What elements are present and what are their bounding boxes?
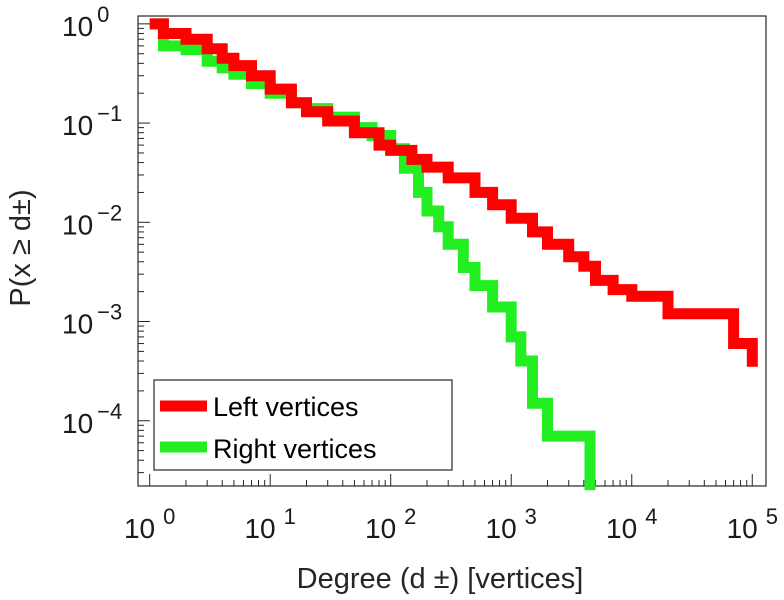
x-tick-label: 10 0 xyxy=(124,504,175,544)
y-tick-label: 10 0 xyxy=(62,2,109,42)
series-lines xyxy=(149,18,758,491)
x-axis-title: Degree (d ±) [vertices] xyxy=(297,563,584,595)
x-tick-label: 10 2 xyxy=(365,504,416,544)
y-tick-label: 10 −3 xyxy=(62,300,122,340)
x-tick-label: 10 4 xyxy=(606,504,657,544)
series-left-vertices-line xyxy=(149,18,758,367)
y-tick-label: 10 −1 xyxy=(62,101,122,141)
x-tick-label: 10 5 xyxy=(727,504,778,544)
x-tick-labels: 10 0 10 1 10 2 10 3 10 4 10 5 xyxy=(124,504,778,544)
y-tick-label: 10 −2 xyxy=(62,200,122,240)
minor-ticks xyxy=(138,23,753,486)
plot-area xyxy=(137,15,767,491)
y-tick-label: 10 −4 xyxy=(62,399,122,439)
legend-box xyxy=(153,379,453,471)
x-tick-label: 10 1 xyxy=(244,504,295,544)
legend-label-left: Left vertices xyxy=(213,392,359,422)
axes-frame xyxy=(137,15,767,487)
legend-label-right: Right vertices xyxy=(213,434,377,464)
legend: Left vertices Right vertices xyxy=(153,379,453,471)
y-axis-title: P(x ≥ d±) xyxy=(5,189,37,306)
x-tick-label: 10 3 xyxy=(486,504,537,544)
